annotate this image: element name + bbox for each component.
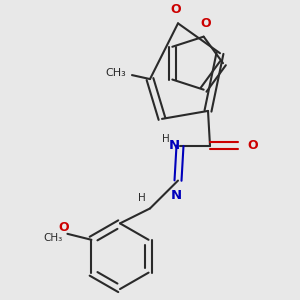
Text: H: H [162,134,170,144]
Text: O: O [247,139,258,152]
Text: H: H [138,194,146,203]
Text: CH₃: CH₃ [44,233,63,243]
Text: N: N [170,188,182,202]
Text: CH₃: CH₃ [105,68,126,78]
Text: O: O [58,221,69,234]
Text: O: O [200,17,211,30]
Text: N: N [168,139,180,152]
Text: O: O [171,3,181,16]
